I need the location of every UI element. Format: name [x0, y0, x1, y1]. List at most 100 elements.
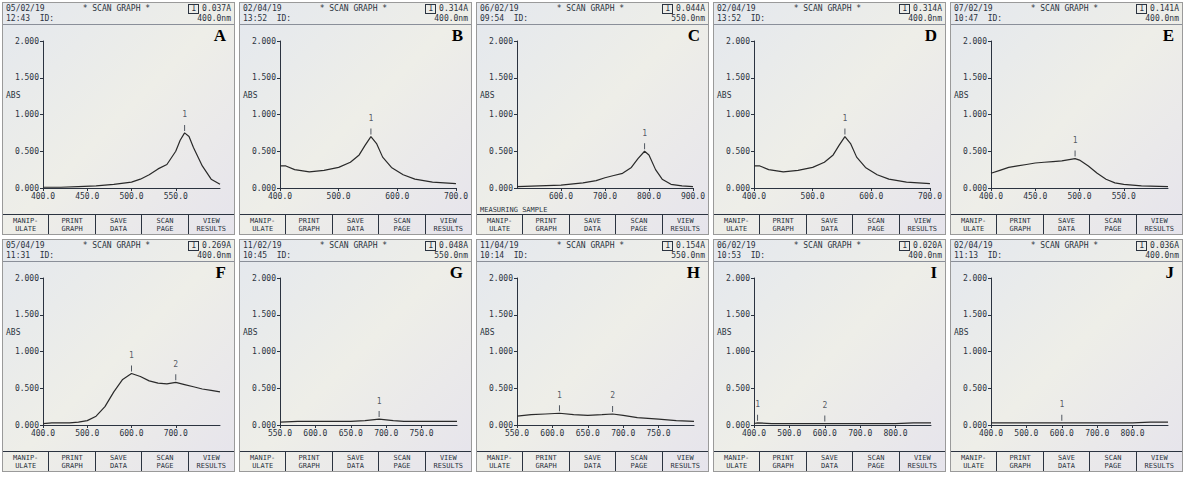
svg-text:600.0: 600.0 [1050, 429, 1074, 438]
svg-text:2.000: 2.000 [726, 274, 750, 283]
svg-text:ABS: ABS [717, 91, 732, 100]
svg-text:700.0: 700.0 [918, 192, 942, 201]
svg-text:1: 1 [1073, 136, 1078, 145]
svg-text:0.500: 0.500 [726, 384, 750, 393]
svg-text:1.000: 1.000 [963, 347, 987, 356]
svg-text:1.000: 1.000 [489, 110, 513, 119]
svg-text:750.0: 750.0 [410, 429, 434, 438]
svg-text:2.000: 2.000 [252, 37, 276, 46]
svg-text:ABS: ABS [954, 328, 969, 337]
svg-text:600.0: 600.0 [303, 429, 327, 438]
svg-text:1.000: 1.000 [726, 347, 750, 356]
svg-text:1: 1 [182, 110, 187, 119]
svg-text:0.500: 0.500 [252, 384, 276, 393]
svg-text:ABS: ABS [243, 328, 258, 337]
svg-text:500.0: 500.0 [327, 192, 351, 201]
svg-text:ABS: ABS [6, 328, 21, 337]
svg-text:0.500: 0.500 [252, 147, 276, 156]
svg-text:1: 1 [842, 114, 847, 123]
svg-text:E: E [1163, 26, 1174, 45]
svg-text:2.000: 2.000 [15, 37, 39, 46]
svg-text:C: C [688, 26, 700, 45]
svg-text:1: 1 [642, 129, 647, 138]
svg-text:1.500: 1.500 [252, 73, 276, 82]
svg-text:900.0: 900.0 [681, 192, 705, 201]
svg-text:0.000: 0.000 [489, 184, 513, 193]
svg-text:400.0: 400.0 [742, 192, 766, 201]
svg-text:600.0: 600.0 [549, 192, 573, 201]
svg-text:400.0: 400.0 [31, 192, 55, 201]
svg-text:1.000: 1.000 [15, 347, 39, 356]
svg-text:400.0: 400.0 [268, 192, 292, 201]
svg-text:650.0: 650.0 [576, 429, 600, 438]
svg-text:2.000: 2.000 [252, 274, 276, 283]
svg-text:J: J [1166, 263, 1175, 282]
svg-text:1.500: 1.500 [489, 310, 513, 319]
svg-text:0.500: 0.500 [489, 384, 513, 393]
svg-text:700.0: 700.0 [444, 192, 468, 201]
svg-text:ABS: ABS [480, 328, 495, 337]
svg-text:1.000: 1.000 [252, 347, 276, 356]
svg-text:600.0: 600.0 [859, 192, 883, 201]
svg-text:1: 1 [557, 391, 562, 400]
svg-text:550.0: 550.0 [268, 429, 292, 438]
svg-text:450.0: 450.0 [1023, 192, 1047, 201]
svg-text:2.000: 2.000 [726, 37, 750, 46]
svg-text:0.500: 0.500 [15, 147, 39, 156]
svg-text:450.0: 450.0 [75, 192, 99, 201]
svg-text:2.000: 2.000 [15, 274, 39, 283]
svg-text:2.000: 2.000 [963, 37, 987, 46]
svg-text:700.0: 700.0 [611, 429, 635, 438]
svg-text:1.500: 1.500 [726, 73, 750, 82]
svg-text:500.0: 500.0 [801, 192, 825, 201]
svg-text:0.500: 0.500 [726, 147, 750, 156]
svg-text:700.0: 700.0 [164, 429, 188, 438]
svg-text:1.000: 1.000 [963, 110, 987, 119]
svg-text:550.0: 550.0 [1112, 192, 1136, 201]
svg-text:700.0: 700.0 [848, 429, 872, 438]
svg-text:1: 1 [755, 400, 760, 409]
svg-text:600.0: 600.0 [385, 192, 409, 201]
svg-text:500.0: 500.0 [119, 192, 143, 201]
svg-text:700.0: 700.0 [1085, 429, 1109, 438]
svg-text:1.000: 1.000 [15, 110, 39, 119]
svg-text:ABS: ABS [717, 328, 732, 337]
svg-text:B: B [452, 26, 463, 45]
svg-text:2.000: 2.000 [489, 37, 513, 46]
svg-text:0.500: 0.500 [963, 147, 987, 156]
svg-text:1: 1 [377, 397, 382, 406]
svg-text:1.500: 1.500 [252, 310, 276, 319]
svg-text:0.500: 0.500 [489, 147, 513, 156]
svg-text:700.0: 700.0 [593, 192, 617, 201]
svg-text:400.0: 400.0 [979, 429, 1003, 438]
svg-text:F: F [216, 263, 226, 282]
svg-text:800.0: 800.0 [1121, 429, 1145, 438]
svg-text:ABS: ABS [480, 91, 495, 100]
svg-text:700.0: 700.0 [374, 429, 398, 438]
svg-text:650.0: 650.0 [339, 429, 363, 438]
svg-text:400.0: 400.0 [742, 429, 766, 438]
svg-text:2: 2 [610, 391, 615, 400]
svg-text:800.0: 800.0 [884, 429, 908, 438]
svg-text:400.0: 400.0 [979, 192, 1003, 201]
svg-text:H: H [687, 263, 700, 282]
svg-text:550.0: 550.0 [505, 429, 529, 438]
svg-text:1.500: 1.500 [15, 310, 39, 319]
svg-text:500.0: 500.0 [75, 429, 99, 438]
svg-text:400.0: 400.0 [31, 429, 55, 438]
svg-text:1.000: 1.000 [489, 347, 513, 356]
svg-text:ABS: ABS [243, 91, 258, 100]
svg-text:2.000: 2.000 [963, 274, 987, 283]
svg-text:550.0: 550.0 [164, 192, 188, 201]
svg-text:ABS: ABS [954, 91, 969, 100]
svg-text:500.0: 500.0 [1014, 429, 1038, 438]
svg-text:G: G [450, 263, 463, 282]
svg-text:750.0: 750.0 [647, 429, 671, 438]
svg-text:D: D [925, 26, 937, 45]
svg-text:A: A [214, 26, 227, 45]
svg-text:2: 2 [822, 401, 827, 410]
svg-text:600.0: 600.0 [119, 429, 143, 438]
svg-text:500.0: 500.0 [777, 429, 801, 438]
svg-text:I: I [930, 263, 937, 282]
svg-text:ABS: ABS [6, 91, 21, 100]
